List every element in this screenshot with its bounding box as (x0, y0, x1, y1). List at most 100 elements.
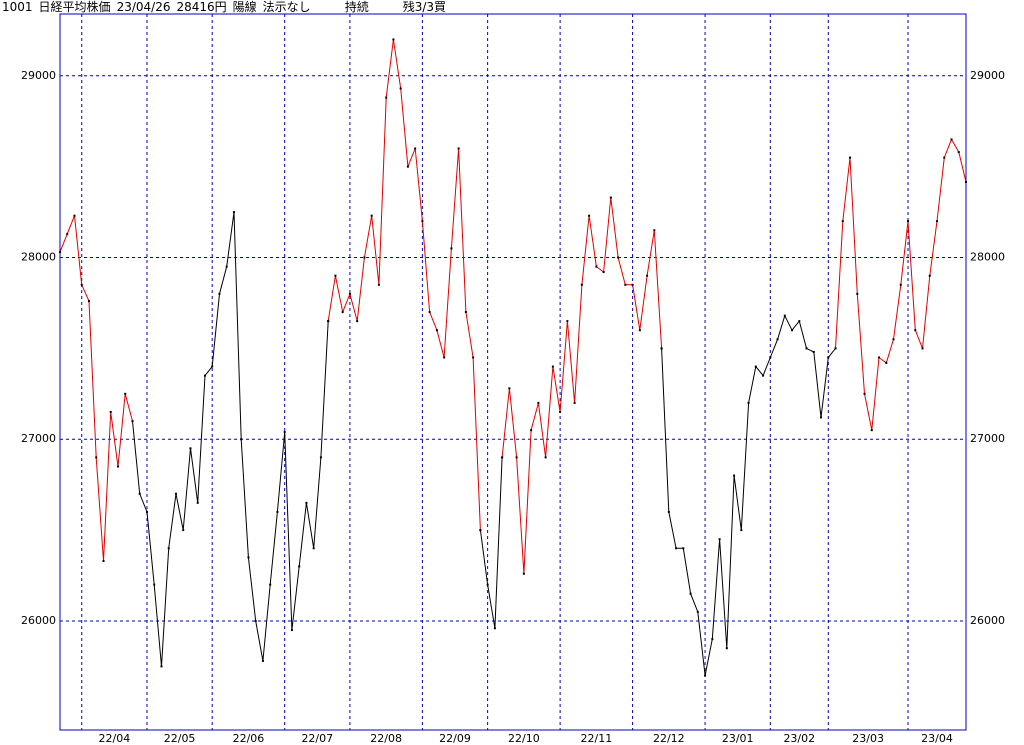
price-point (218, 292, 221, 295)
price-point (899, 283, 902, 286)
price-point (791, 329, 794, 332)
price-point (486, 583, 489, 586)
price-point (856, 292, 859, 295)
price-point (805, 347, 808, 350)
x-tick-label: 22/07 (301, 732, 333, 745)
price-point (892, 338, 895, 341)
price-point (334, 274, 337, 277)
price-point (131, 420, 134, 423)
price-point (638, 329, 641, 332)
price-point (501, 456, 504, 459)
header-item: 1001 (2, 0, 33, 14)
price-point (617, 256, 620, 259)
price-point (580, 283, 583, 286)
price-point (820, 416, 823, 419)
price-point (254, 619, 257, 622)
price-point (341, 311, 344, 314)
price-point (928, 274, 931, 277)
price-point (464, 311, 467, 314)
header-item: 23/04/26 (116, 0, 171, 14)
price-point (59, 251, 61, 254)
price-point (370, 214, 373, 217)
price-point (907, 220, 910, 223)
price-point (914, 329, 917, 332)
price-point (240, 438, 243, 441)
price-point (305, 501, 308, 504)
price-point (733, 474, 736, 477)
price-point (189, 447, 192, 450)
price-point (769, 356, 772, 359)
price-point (211, 365, 214, 368)
price-point (124, 392, 127, 395)
price-line (59, 39, 967, 574)
price-point (377, 283, 380, 286)
price-point (457, 147, 460, 150)
price-point (870, 429, 873, 432)
x-tick-label: 23/01 (722, 732, 754, 745)
price-point (312, 547, 315, 550)
y2-tick-label: 27000 (970, 432, 1005, 445)
price-point (73, 214, 76, 217)
x-tick-label: 22/09 (439, 732, 471, 745)
price-point (261, 659, 264, 662)
price-point (493, 627, 496, 630)
price-point (276, 510, 279, 513)
price-point (573, 401, 576, 404)
price-point (232, 211, 235, 214)
header-item: 持続 (344, 0, 369, 14)
price-point (247, 556, 250, 559)
price-point (878, 356, 881, 359)
price-point (602, 271, 605, 274)
price-point (472, 356, 475, 359)
price-point (522, 572, 525, 575)
price-point (544, 456, 547, 459)
price-point (885, 361, 888, 364)
price-point (363, 256, 366, 259)
price-point (653, 229, 656, 232)
header: 1001 日経平均株価 23/04/26 28416円 陽線 法示なし 持続 残3/3買 (2, 0, 452, 14)
price-point (834, 347, 837, 350)
price-point (196, 501, 199, 504)
price-point (385, 96, 388, 99)
plot-frame (59, 13, 967, 731)
price-point (435, 329, 438, 332)
price-point (109, 410, 112, 413)
price-point (167, 547, 170, 550)
price-point (479, 529, 482, 532)
price-point (160, 665, 163, 668)
price-point (399, 87, 402, 90)
price-point (508, 387, 511, 390)
header-item: 残3/3買 (402, 0, 447, 14)
price-point (812, 351, 815, 354)
price-point (827, 356, 830, 359)
x-tick-label: 22/12 (653, 732, 685, 745)
x-tick-label: 22/04 (99, 732, 131, 745)
price-point (290, 629, 293, 632)
price-point (80, 283, 83, 286)
price-point (609, 196, 612, 199)
price-point (957, 151, 960, 154)
x-tick-label: 23/04 (921, 732, 953, 745)
price-point (965, 180, 967, 183)
price-point (145, 510, 148, 513)
price-point (174, 492, 177, 495)
header-item: 日経平均株価 (38, 0, 111, 14)
price-line (132, 212, 836, 676)
price-point (182, 529, 185, 532)
x-tick-label: 22/10 (508, 732, 540, 745)
price-point (428, 311, 431, 314)
price-point (682, 547, 685, 550)
y-tick-label: 26000 (21, 614, 56, 627)
header-item: 法示なし (262, 0, 311, 14)
price-point (356, 320, 359, 323)
price-point (696, 610, 699, 613)
y-tick-label: 28000 (21, 251, 56, 264)
x-tick-label: 22/11 (581, 732, 613, 745)
x-tick-label: 22/06 (233, 732, 265, 745)
price-point (588, 214, 591, 217)
price-point (566, 320, 569, 323)
x-tick-label: 22/08 (370, 732, 402, 745)
price-point (849, 156, 852, 159)
